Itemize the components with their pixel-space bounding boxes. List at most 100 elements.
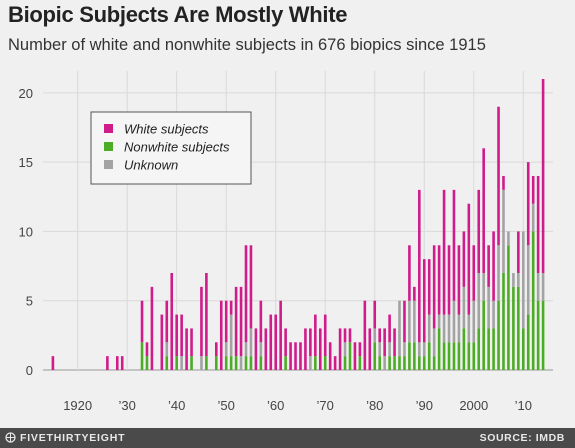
bar-unknown-1983: [388, 342, 391, 357]
bar-unknown-1991: [427, 314, 431, 343]
fivethirtyeight-logo-icon: [5, 432, 16, 443]
bar-unknown-2003: [487, 286, 490, 329]
bar-unknown-1981: [378, 342, 381, 357]
bar-unknown-1938: [165, 342, 169, 357]
bar-unknown-1950: [224, 342, 228, 357]
bar-white-1965: [299, 342, 302, 370]
legend-box: [90, 111, 252, 185]
bar-white-2003: [487, 245, 490, 287]
x-tick-label: ’80: [366, 398, 383, 413]
bar-unknown-2007: [507, 231, 510, 246]
bar-nonwhite-1952: [234, 356, 238, 370]
bar-unknown-1967: [309, 356, 312, 370]
bar-nonwhite-1975: [348, 342, 352, 370]
bar-unknown-1951: [229, 314, 233, 357]
bar-white-2009: [517, 231, 520, 273]
bar-white-1941: [180, 314, 183, 357]
bar-white-1934: [145, 342, 149, 357]
bar-nonwhite-1940: [175, 356, 178, 370]
bar-white-2005: [497, 106, 500, 246]
bar-nonwhite-1991: [427, 342, 431, 370]
y-axis-ticks: 0 5 10 15 20: [19, 86, 33, 378]
bar-white-2013: [536, 176, 540, 273]
bar-nonwhite-1993: [437, 328, 441, 370]
bar-white-1955: [249, 245, 253, 329]
bar-white-1998: [462, 231, 466, 287]
bar-unknown-2008: [512, 273, 515, 287]
x-tick-label: 1920: [63, 398, 92, 413]
bar-unknown-2004: [492, 300, 495, 329]
bar-white-1983: [388, 314, 391, 343]
bar-nonwhite-1984: [393, 356, 396, 370]
legend-swatch-white: [104, 124, 113, 133]
bar-nonwhite-2007: [507, 245, 510, 370]
bar-nonwhite-1957: [259, 356, 263, 370]
bar-white-1974: [343, 328, 347, 343]
bar-nonwhite-1998: [462, 328, 466, 370]
bar-white-1986: [403, 300, 406, 343]
bar-white-1981: [378, 328, 381, 343]
bar-white-1948: [215, 342, 218, 357]
bar-white-1964: [294, 342, 297, 370]
bar-nonwhite-1997: [457, 342, 461, 370]
bar-white-1928: [115, 356, 119, 370]
biopic-bar-chart: 0 5 10 15 20 1920 ’30 ’40 ’50 ’60 ’70 ’80 ’90 2000 ’1…: [19, 71, 553, 413]
bar-white-1937: [160, 314, 164, 370]
bar-unknown-1993: [437, 314, 441, 329]
x-tick-label: ’50: [218, 398, 235, 413]
bar-white-1996: [452, 189, 456, 301]
bar-white-1939: [170, 273, 174, 370]
bar-white-1929: [120, 356, 124, 370]
bar-unknown-1955: [249, 328, 253, 357]
bar-unknown-1980: [373, 328, 377, 343]
bar-unknown-1941: [180, 356, 183, 370]
bar-white-1935: [150, 286, 154, 370]
bar-nonwhite-1938: [165, 356, 169, 370]
bar-white-1968: [314, 314, 317, 357]
bar-white-1962: [284, 328, 287, 357]
x-tick-label: ’70: [317, 398, 334, 413]
bar-white-2011: [526, 162, 530, 246]
bar-white-1963: [289, 342, 292, 370]
legend-label-unknown: Unknown: [124, 158, 178, 173]
bar-white-1984: [393, 328, 396, 357]
bar-white-1989: [418, 189, 421, 343]
bar-nonwhite-1977: [358, 356, 362, 370]
bar-white-1973: [338, 328, 342, 370]
bar-white-1994: [442, 189, 446, 315]
bar-unknown-2002: [482, 273, 485, 301]
bar-nonwhite-2001: [477, 328, 481, 370]
bar-nonwhite-1989: [418, 356, 421, 370]
bar-white-1926: [106, 356, 109, 370]
bar-nonwhite-1974: [343, 356, 347, 370]
bar-nonwhite-2003: [487, 328, 490, 370]
bar-white-1954: [244, 245, 248, 343]
bar-nonwhite-1948: [215, 356, 218, 370]
bar-white-1970: [323, 314, 327, 357]
legend-swatch-nonwhite: [104, 142, 113, 151]
bar-white-1967: [309, 328, 312, 357]
bar-unknown-1987: [408, 300, 411, 343]
bar-unknown-2006: [502, 189, 505, 273]
bar-unknown-2009: [517, 273, 520, 287]
bar-white-1959: [269, 314, 273, 370]
bar-white-2004: [492, 231, 495, 301]
bar-white-1949: [219, 300, 223, 370]
chart-subtitle: Number of white and nonwhite subjects in…: [8, 36, 486, 54]
bar-unknown-2013: [536, 273, 540, 301]
bar-unknown-1995: [447, 314, 451, 343]
legend-label-white: White subjects: [124, 122, 209, 137]
x-tick-label: ’10: [515, 398, 532, 413]
bar-nonwhite-2006: [502, 273, 505, 370]
bar-unknown-2014: [541, 273, 545, 301]
bar-white-1987: [408, 245, 411, 301]
bar-white-1992: [432, 245, 436, 329]
bar-nonwhite-1985: [398, 356, 401, 370]
bar-nonwhite-2000: [472, 342, 476, 370]
bar-unknown-2010: [521, 231, 525, 329]
bar-white-1938: [165, 300, 169, 343]
bar-white-1960: [274, 314, 278, 370]
bar-white-1969: [318, 328, 322, 370]
bar-white-1945: [200, 286, 203, 357]
bar-white-1982: [383, 328, 386, 357]
